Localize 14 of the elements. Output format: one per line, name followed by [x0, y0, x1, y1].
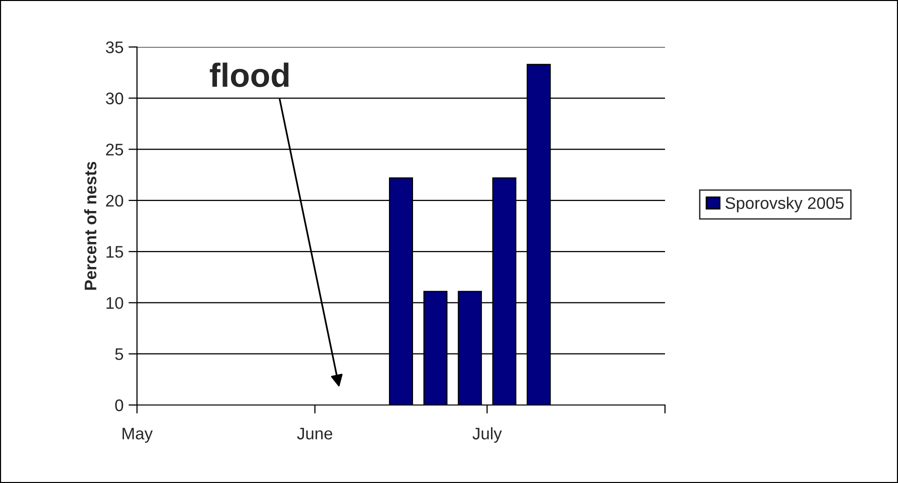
legend-label: Sporovsky 2005 — [725, 196, 844, 212]
y-tick-label: 10 — [106, 297, 124, 309]
x-tick-label: July — [472, 427, 502, 443]
y-tick-label: 15 — [106, 246, 124, 258]
y-tick-label: 5 — [115, 348, 124, 360]
y-tick-label: 30 — [106, 92, 124, 104]
y-axis-title: Percent of nests — [84, 162, 96, 290]
y-tick-label: 0 — [115, 399, 124, 412]
x-tick-label: June — [297, 428, 332, 440]
y-tick-label: 25 — [106, 144, 124, 156]
x-tick-label: May — [122, 428, 153, 443]
y-tick-label: 35 — [106, 41, 124, 54]
annotation: flood — [210, 62, 289, 88]
y-tick-label: 20 — [106, 194, 124, 207]
